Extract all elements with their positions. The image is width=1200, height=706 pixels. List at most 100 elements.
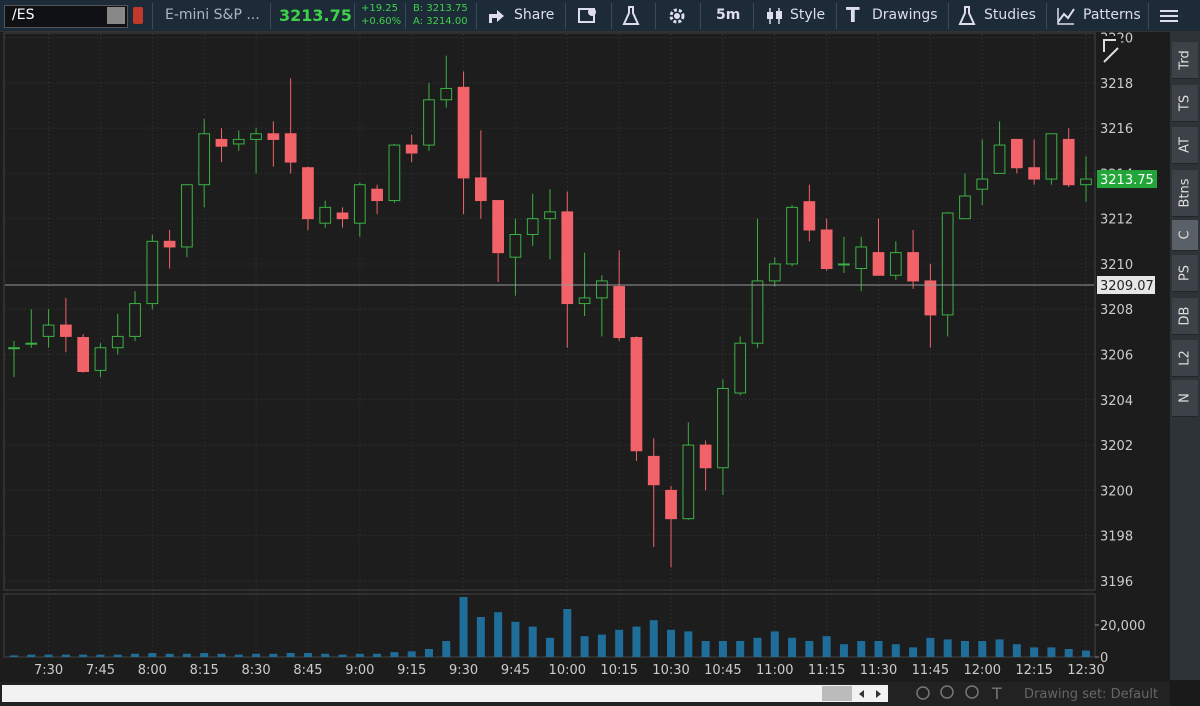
side-tab-label[interactable]: Btns bbox=[1177, 178, 1193, 208]
flask-icon[interactable] bbox=[622, 5, 640, 27]
candle-body bbox=[111, 335, 124, 349]
candle-body bbox=[889, 252, 902, 276]
volume-bar bbox=[269, 653, 278, 657]
candle-body bbox=[336, 212, 349, 220]
grid-icon[interactable] bbox=[577, 6, 599, 26]
text-tool[interactable]: T bbox=[991, 684, 1002, 703]
last-price-box bbox=[1097, 170, 1157, 189]
side-tab[interactable]: DB bbox=[1172, 298, 1198, 335]
side-tab-label[interactable]: TS bbox=[1177, 94, 1193, 112]
zoom-tools[interactable] bbox=[916, 685, 979, 700]
side-tab-label[interactable]: PS bbox=[1177, 264, 1193, 282]
scroll-arrows[interactable] bbox=[859, 690, 881, 698]
side-tab[interactable]: PS bbox=[1172, 255, 1198, 292]
x-tick-label: 9:45 bbox=[501, 663, 530, 678]
volume-bar bbox=[978, 641, 987, 657]
patterns-button[interactable]: Patterns bbox=[1083, 7, 1141, 23]
candle-body bbox=[665, 489, 677, 520]
side-tab-label[interactable]: AT bbox=[1177, 137, 1193, 153]
side-tab-label[interactable]: DB bbox=[1177, 306, 1193, 326]
candle-body bbox=[924, 280, 937, 316]
patterns-icon[interactable] bbox=[1056, 6, 1076, 26]
price-panel bbox=[3, 32, 1096, 591]
side-tab-label[interactable]: N bbox=[1177, 393, 1193, 403]
share-icon[interactable] bbox=[487, 7, 507, 25]
candle-body bbox=[405, 144, 418, 154]
symbol[interactable]: /ES bbox=[12, 7, 35, 23]
volume-bar bbox=[788, 637, 797, 657]
cursor-price-box bbox=[1097, 276, 1155, 295]
side-tab[interactable]: TS bbox=[1172, 85, 1198, 122]
candle-body bbox=[474, 177, 487, 202]
y-tick-label: 3210 bbox=[1100, 258, 1133, 273]
candle-body bbox=[1080, 178, 1092, 186]
volume-bar bbox=[718, 641, 727, 657]
drawings-button[interactable]: Drawings bbox=[872, 7, 938, 23]
volume-bar bbox=[217, 653, 226, 657]
studies-icon[interactable] bbox=[958, 5, 976, 27]
cursor-price-label: 3209.07 bbox=[1100, 279, 1154, 294]
volume-bar bbox=[113, 654, 122, 657]
x-tick-label: 7:45 bbox=[86, 663, 115, 678]
separator bbox=[836, 3, 837, 29]
x-tick-label: 11:15 bbox=[808, 663, 845, 678]
y-tick-label: 3204 bbox=[1100, 394, 1133, 409]
y-tick-label: 3218 bbox=[1100, 77, 1133, 92]
candle-body bbox=[578, 297, 591, 305]
side-tab-label[interactable]: C bbox=[1177, 230, 1193, 240]
separator bbox=[1148, 3, 1149, 29]
candle-body bbox=[596, 280, 608, 299]
candle-body bbox=[768, 263, 781, 282]
separator bbox=[476, 3, 477, 29]
volume-bar bbox=[1012, 644, 1021, 657]
symbol-box[interactable] bbox=[4, 5, 128, 28]
x-tick-label: 8:45 bbox=[293, 663, 322, 678]
studies-button[interactable]: Studies bbox=[984, 7, 1036, 23]
scrollbar-track[interactable] bbox=[2, 685, 888, 702]
side-tab[interactable]: C bbox=[1172, 220, 1198, 251]
side-tab[interactable]: N bbox=[1172, 380, 1198, 417]
dropdown[interactable] bbox=[107, 7, 125, 24]
volume-bar bbox=[286, 653, 295, 657]
side-tab[interactable]: AT bbox=[1172, 127, 1198, 164]
candle-body bbox=[371, 188, 383, 202]
candle-body bbox=[820, 229, 833, 269]
side-tab[interactable]: L2 bbox=[1172, 340, 1198, 377]
timeframe[interactable]: 5m bbox=[716, 7, 741, 23]
last-price-label: 3213.75 bbox=[1100, 173, 1154, 188]
volume-bar bbox=[355, 653, 364, 657]
drawings-icon[interactable]: T bbox=[846, 3, 860, 27]
volume-bar bbox=[528, 626, 537, 657]
style-icon[interactable] bbox=[765, 6, 785, 26]
link-icon[interactable] bbox=[133, 7, 143, 24]
y-tick-label: 3212 bbox=[1100, 213, 1133, 228]
side-tab-label[interactable]: L2 bbox=[1177, 350, 1193, 366]
volume-bar bbox=[960, 641, 969, 657]
volume-bar bbox=[252, 653, 261, 657]
side-tab[interactable]: Trd bbox=[1172, 42, 1198, 79]
settings-icon[interactable] bbox=[668, 7, 686, 25]
drawing-set[interactable]: Drawing set: Default bbox=[1024, 687, 1158, 702]
expand-icon bbox=[1101, 36, 1121, 66]
y-tick-label: 3216 bbox=[1100, 122, 1133, 137]
volume-bar bbox=[476, 617, 485, 657]
candle-body bbox=[284, 133, 297, 163]
side-tab-label[interactable]: Trd bbox=[1177, 50, 1193, 70]
volume-bar bbox=[684, 631, 693, 657]
candle-body bbox=[250, 133, 262, 140]
share-button[interactable]: Share bbox=[514, 7, 555, 23]
side-tab[interactable]: Btns bbox=[1172, 170, 1198, 217]
description: E-mini S&P ... bbox=[165, 7, 260, 23]
toolbar: /ES E-mini S&P ... 3213.75 +19.25 +0.60%… bbox=[0, 0, 1200, 32]
style-button[interactable]: Style bbox=[790, 7, 826, 23]
volume-bar bbox=[338, 654, 347, 657]
candle-body bbox=[734, 342, 747, 394]
scrollbar-thumb[interactable] bbox=[822, 686, 852, 701]
candle-body bbox=[959, 195, 971, 220]
candle-body bbox=[613, 286, 626, 339]
volume-bar bbox=[494, 612, 503, 657]
y-tick-label: 3198 bbox=[1100, 530, 1133, 545]
separator bbox=[565, 3, 566, 29]
menu-icon[interactable] bbox=[1158, 6, 1180, 26]
